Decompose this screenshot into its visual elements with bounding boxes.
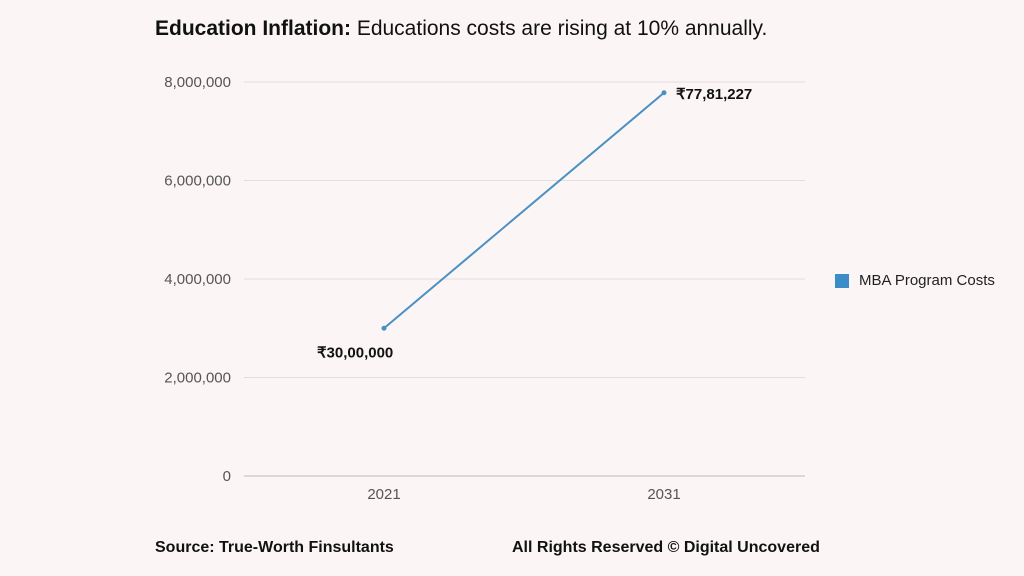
legend-swatch: [835, 273, 849, 288]
y-tick-label: 6,000,000: [164, 173, 231, 190]
legend: MBA Program Costs: [835, 272, 995, 289]
y-tick-label: 4,000,000: [164, 271, 231, 288]
y-tick-label: 8,000,000: [164, 74, 231, 91]
data-point: [661, 90, 667, 96]
data-label: ₹30,00,000: [317, 344, 393, 361]
x-tick-label: 2021: [367, 486, 400, 503]
footer-source: Source: True-Worth Finsultants: [155, 539, 394, 556]
legend-label: MBA Program Costs: [859, 272, 995, 289]
y-tick-label: 0: [223, 468, 231, 485]
series-line: [383, 92, 665, 330]
footer-rights: All Rights Reserved © Digital Uncovered: [512, 539, 820, 556]
chart-title-rest: Educations costs are rising at 10% annua…: [350, 17, 768, 40]
chart-title: Education Inflation: Educations costs ar…: [155, 17, 767, 41]
chart-title-bold: Education Inflation:: [155, 17, 351, 40]
data-label: ₹77,81,227: [676, 86, 752, 103]
data-point: [381, 325, 387, 331]
y-tick-label: 2,000,000: [164, 370, 231, 387]
x-tick-label: 2031: [647, 486, 680, 503]
